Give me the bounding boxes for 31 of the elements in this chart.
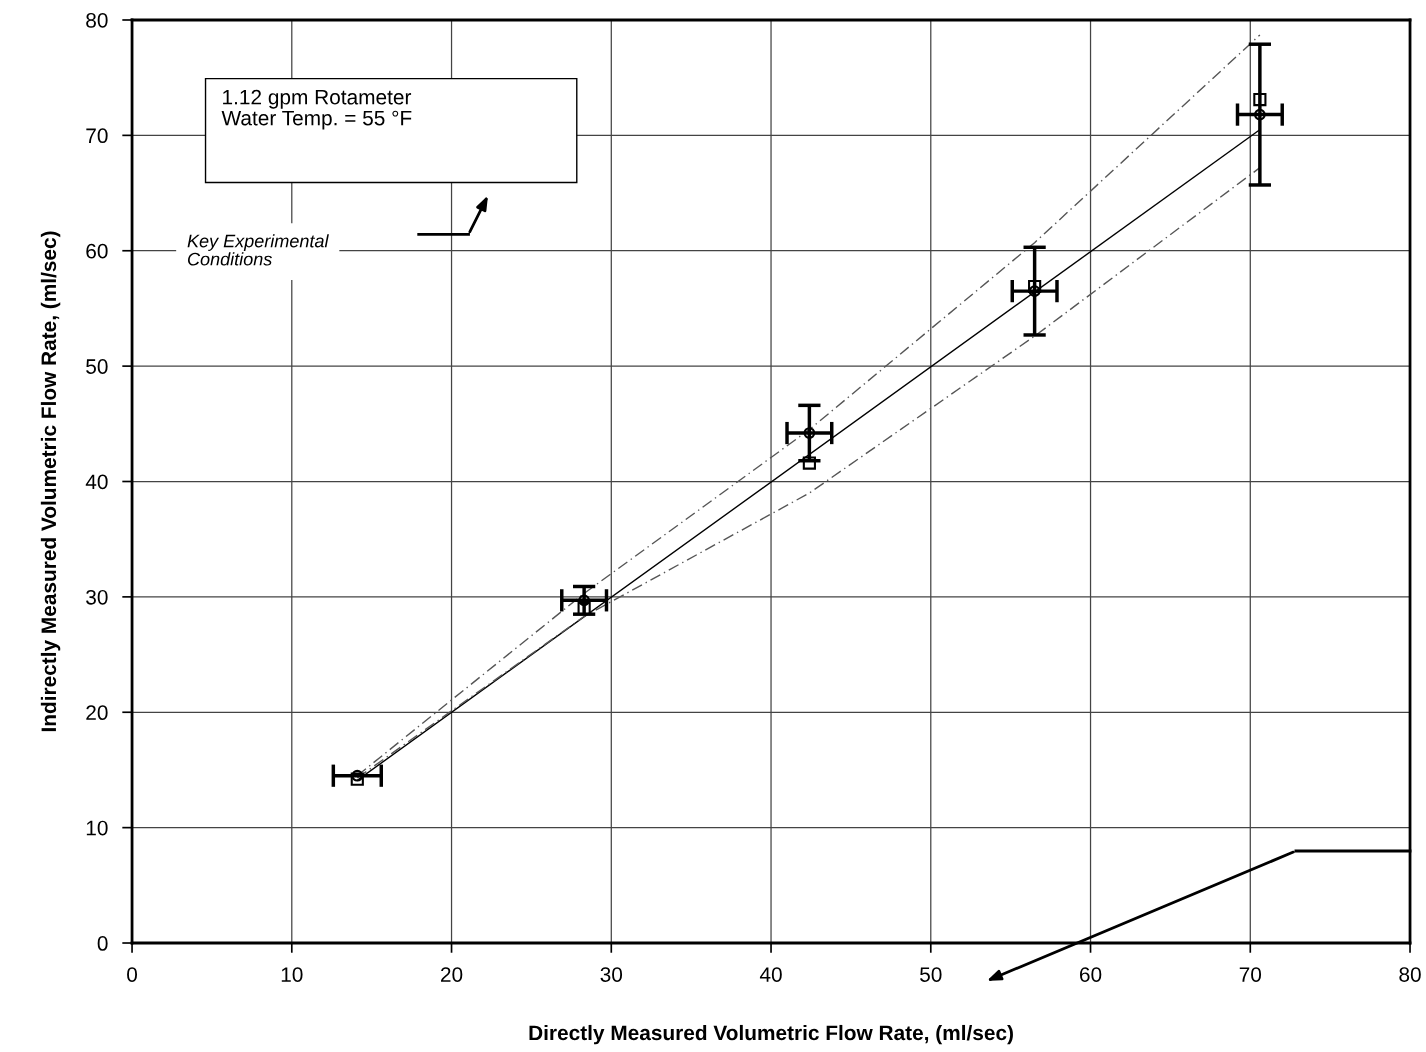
y-tick-label: 10: [86, 820, 108, 836]
point: [1253, 108, 1266, 121]
point: [351, 769, 364, 782]
y-tick-label: 50: [86, 359, 108, 374]
x-tick-label: 30: [600, 967, 623, 982]
y-tick-label: 40: [85, 474, 108, 490]
y-tick-label: 30: [86, 589, 108, 605]
x-tick-label: 40: [759, 967, 782, 982]
x-tick-label: 0: [127, 967, 138, 982]
y-tick-label: 70: [86, 128, 108, 144]
y-tick-label: 20: [86, 705, 108, 721]
point: [578, 594, 591, 607]
point: [1028, 279, 1042, 294]
point: [350, 772, 364, 786]
x-tick-label: 50: [920, 967, 942, 982]
point: [803, 427, 816, 439]
y-axis-title: Indirectly Measured Volumetric Flow Rate, (ml/sec): [40, 231, 61, 732]
point: [802, 456, 816, 470]
x-tick-label: 10: [281, 967, 303, 982]
x-tick-label: 20: [441, 967, 463, 982]
annotation: Key Experimental Conditions: [187, 234, 329, 266]
point: [1028, 285, 1041, 298]
y-tick-label: 60: [86, 243, 108, 259]
point: [1253, 93, 1267, 107]
y-tick-label: 0: [97, 936, 108, 951]
x-axis-title: Directly Measured Volumetric Flow Rate, (ml/sec): [529, 1024, 1013, 1045]
y-tick-label: 80: [86, 12, 108, 28]
x-tick-label: 80: [1399, 967, 1421, 982]
x-tick-label: 60: [1080, 967, 1102, 982]
x-tick-label: 70: [1239, 967, 1262, 982]
annotation: 1.12 gpm Rotameter Water Temp. = 55 °F: [221, 89, 412, 130]
